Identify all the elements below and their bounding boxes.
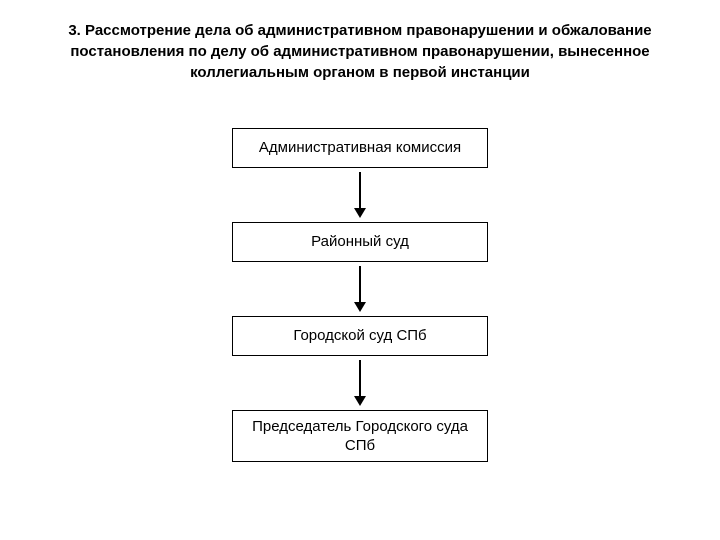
node-chairman: Председатель Городского суда СПб [232, 410, 488, 462]
arrow-line-icon [359, 266, 361, 302]
arrow-head-icon [354, 302, 366, 312]
node-admin-commission: Административная комиссия [232, 128, 488, 168]
arrow-head-icon [354, 208, 366, 218]
arrow-2 [354, 266, 366, 312]
arrow-3 [354, 360, 366, 406]
diagram-title: 3. Рассмотрение дела об административном… [50, 20, 670, 83]
arrow-line-icon [359, 172, 361, 208]
arrow-1 [354, 172, 366, 218]
node-district-court: Районный суд [232, 222, 488, 262]
node-city-court: Городской суд СПб [232, 316, 488, 356]
arrow-head-icon [354, 396, 366, 406]
flowchart-container: Административная комиссия Районный суд Г… [232, 128, 488, 462]
arrow-line-icon [359, 360, 361, 396]
